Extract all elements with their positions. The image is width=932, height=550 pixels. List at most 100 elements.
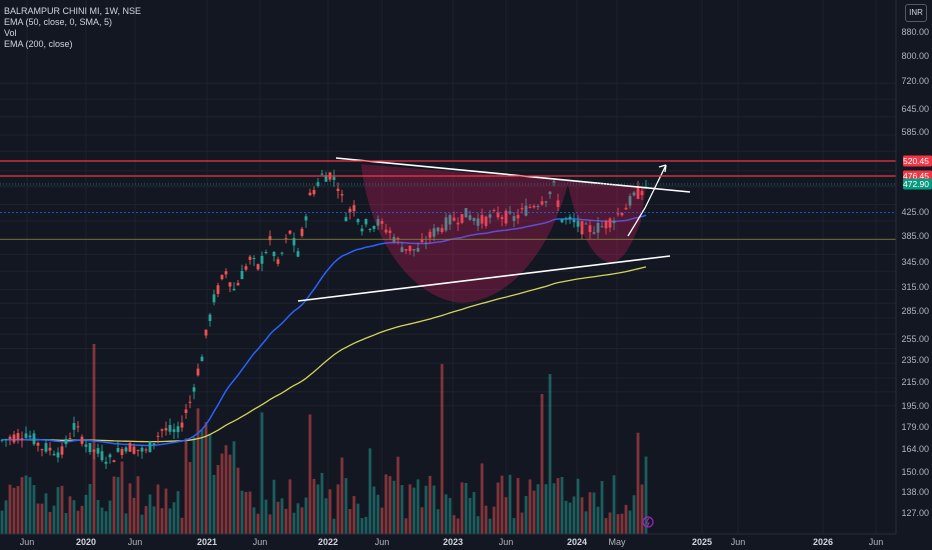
volume-bar: [28, 477, 32, 534]
lower-trendline: [297, 255, 671, 302]
volume-bar: [364, 516, 368, 534]
candle-body: [100, 451, 104, 461]
price-tag-label: 520.45: [903, 156, 929, 166]
volume-bar: [196, 408, 200, 534]
candle-body: [472, 218, 476, 222]
candle-body: [480, 215, 484, 224]
projection-arrow-head: [658, 164, 667, 173]
candle-body: [124, 447, 128, 452]
candle-body: [128, 443, 132, 452]
price-tick-label: 425.00: [901, 207, 929, 217]
volume-bar: [464, 482, 468, 534]
candle-body: [264, 252, 268, 254]
volume-bar: [56, 487, 60, 534]
volume-bar: [444, 494, 448, 534]
candle-body: [600, 226, 604, 228]
volume-bar: [540, 394, 544, 534]
volume-bar: [92, 344, 96, 534]
legend-ema50[interactable]: EMA (50, close, 0, SMA, 5): [4, 17, 113, 27]
volume-bar: [620, 513, 624, 534]
candle-body: [168, 425, 172, 432]
volume-bar: [144, 505, 148, 534]
volume-bar: [96, 500, 100, 534]
volume-bar: [172, 502, 176, 534]
volume-bar: [588, 492, 592, 534]
price-tag-bg: [903, 155, 932, 167]
volume-bar: [468, 498, 472, 534]
candle-body: [24, 433, 28, 438]
volume-bar: [576, 478, 580, 534]
volume-bar: [192, 437, 196, 534]
candle-body: [520, 208, 524, 210]
candle-body: [372, 226, 376, 229]
volume-bar: [84, 494, 88, 534]
price-tick-label: 345.00: [901, 257, 929, 267]
volume-bar: [548, 374, 552, 534]
candle-body: [184, 409, 188, 413]
time-tick-label: 2021: [197, 537, 217, 547]
candle-body: [432, 228, 436, 237]
volume-bar: [536, 484, 540, 534]
volume-bar: [132, 497, 136, 534]
candle-body: [416, 248, 420, 252]
candle-body: [376, 218, 380, 226]
volume-bar: [252, 507, 256, 534]
candle-body: [216, 285, 220, 294]
ema200-line: [1, 266, 647, 443]
volume-bar: [12, 487, 16, 534]
volume-bar: [340, 457, 344, 534]
volume-bar: [580, 497, 584, 534]
volume-bar: [456, 518, 460, 534]
candle-body: [28, 435, 32, 438]
volume-bar: [0, 510, 4, 534]
volume-bar: [376, 494, 380, 534]
volume-bar: [8, 484, 12, 534]
legend-symbol[interactable]: BALRAMPUR CHINI MI, 1W, NSE: [4, 6, 142, 16]
volume-bar: [136, 476, 140, 534]
currency-button[interactable]: INR: [905, 4, 927, 22]
candle-body: [76, 426, 80, 428]
volume-bar: [564, 500, 568, 534]
candle-body: [332, 176, 336, 181]
candle-body: [284, 238, 288, 240]
volume-bar: [592, 492, 596, 534]
legend-ema200[interactable]: EMA (200, close): [4, 39, 73, 49]
volume-bar: [608, 512, 612, 534]
volume-bar: [448, 498, 452, 534]
candle-body: [636, 186, 640, 199]
ema50-line: [1, 214, 647, 447]
price-axis-bg: [896, 0, 932, 550]
candle-body: [188, 401, 192, 403]
volume-bar: [64, 512, 68, 534]
candle-body: [212, 294, 216, 303]
candle-body: [224, 271, 228, 275]
time-tick-label: Jun: [499, 537, 514, 547]
candle-body: [32, 433, 36, 445]
candle-body: [148, 441, 152, 453]
price-tick-label: 255.00: [901, 334, 929, 344]
candle-body: [40, 449, 44, 451]
candle-body: [420, 239, 424, 242]
price-tick-label: 195.00: [901, 401, 929, 411]
volume-bar: [460, 482, 464, 534]
price-tick-label: 880.00: [901, 27, 929, 37]
volume-bar: [248, 491, 252, 534]
volume-bar: [372, 486, 376, 534]
volume-bar: [440, 364, 444, 534]
candle-body: [400, 247, 404, 253]
volume-bar: [4, 500, 8, 534]
volume-bar: [436, 509, 440, 534]
candle-body: [68, 437, 72, 439]
candle-body: [232, 288, 236, 291]
time-tick-label: Jun: [253, 537, 268, 547]
candle-body: [312, 190, 316, 195]
candle-body: [308, 192, 312, 196]
legend-vol[interactable]: Vol: [4, 28, 17, 38]
time-tick-label: 2026: [813, 537, 833, 547]
candle-body: [16, 433, 20, 440]
price-tick-label: 150.00: [901, 467, 929, 477]
time-tick-label: 2020: [76, 537, 96, 547]
volume-bar: [20, 477, 24, 534]
volume-bar: [384, 474, 388, 534]
